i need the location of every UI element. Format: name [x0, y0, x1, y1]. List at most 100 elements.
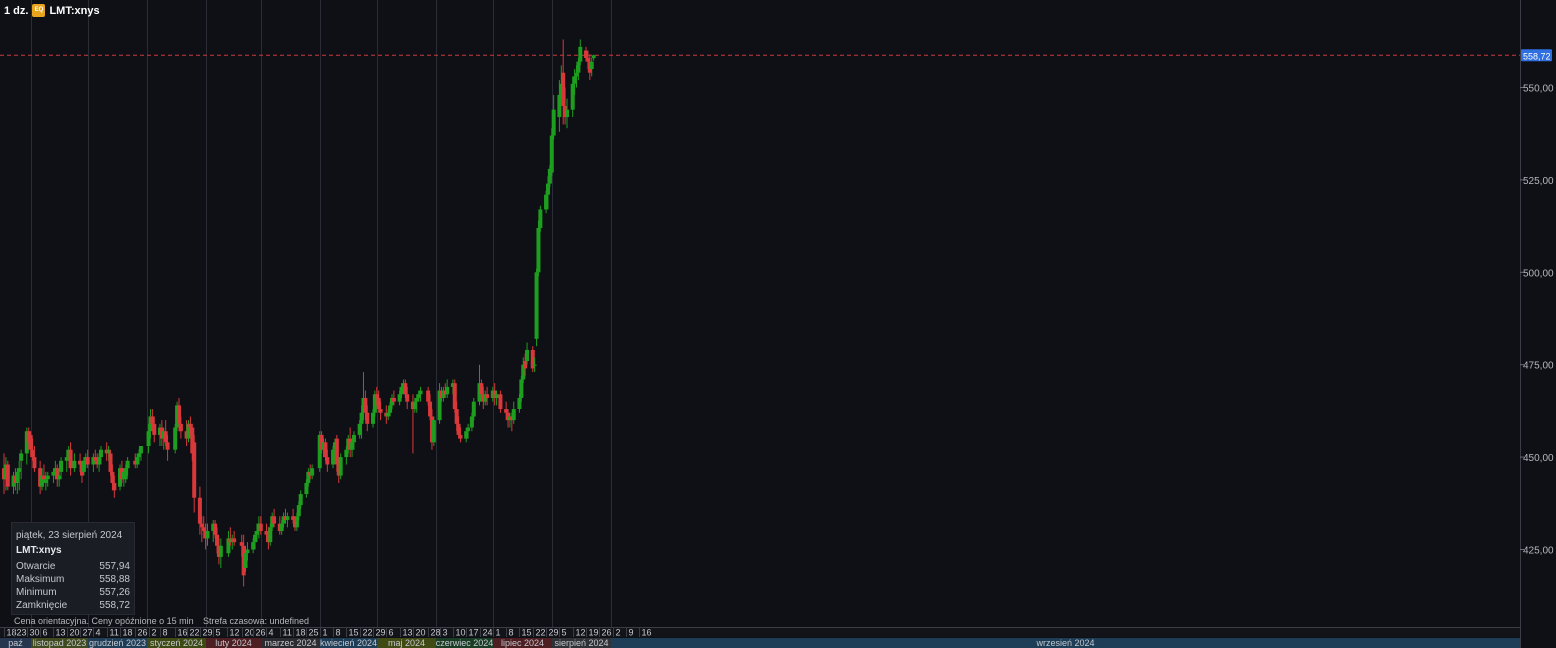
day-tick-label: 8 — [509, 628, 514, 638]
info-close-label: Zamknięcie — [16, 600, 68, 611]
candle-body — [173, 427, 178, 450]
candle-body — [551, 109, 556, 136]
candle-body — [485, 394, 490, 398]
month-label: czerwiec 2024 — [436, 638, 494, 648]
day-tick-label: 29 — [203, 628, 213, 638]
info-date: piątek, 23 sierpień 2024 — [16, 530, 123, 541]
day-tick-label: 17 — [469, 628, 479, 638]
candle-body — [199, 523, 204, 528]
delay-note: Cena orientacyjna. Ceny opóźnione o 15 m… — [14, 616, 194, 626]
candle-body — [106, 449, 111, 454]
candle-body — [532, 364, 537, 366]
candle-body — [215, 534, 220, 546]
month-label: maj 2024 — [388, 638, 425, 648]
candle-body — [574, 72, 579, 77]
info-row-close: Zamknięcie 558,72 — [16, 600, 130, 611]
candle-body — [108, 453, 113, 472]
price-tick-label: 475,00 — [1523, 361, 1554, 372]
candle-body — [123, 468, 128, 480]
candle-body — [416, 394, 421, 398]
current-price-tag-label: 558,72 — [1523, 51, 1551, 61]
month-label: wrzesień 2024 — [1035, 638, 1094, 648]
day-tick-label: 11 — [283, 628, 292, 638]
candle-body — [334, 438, 339, 465]
day-tick-label: 22 — [363, 628, 373, 638]
candle-body — [85, 457, 90, 465]
day-tick-label: 26 — [602, 628, 612, 638]
candle-body — [32, 457, 37, 469]
candle-body — [138, 446, 143, 454]
month-label: styczeń 2024 — [150, 638, 203, 648]
candle-body — [135, 457, 140, 465]
symbol-label[interactable]: LMT:xnys — [49, 4, 100, 17]
month-label: paź — [8, 638, 23, 648]
candle-body — [226, 538, 231, 554]
candle-body — [525, 349, 530, 362]
candle-body — [152, 423, 157, 435]
candle-body — [296, 505, 301, 517]
day-tick-label: 26 — [256, 628, 266, 638]
candle-body — [298, 494, 303, 506]
candle-body — [41, 475, 46, 480]
candle-body — [306, 471, 311, 483]
candle-body — [469, 416, 474, 428]
candle-body — [549, 135, 554, 173]
candle-body — [258, 523, 263, 532]
candle-body — [517, 397, 522, 410]
day-tick-label: 12 — [576, 628, 586, 638]
candle-body — [239, 542, 244, 546]
month-band — [88, 638, 147, 648]
candle-body — [431, 420, 436, 443]
candle-body — [325, 457, 330, 465]
month-band — [0, 638, 31, 648]
day-tick-label: 19 — [589, 628, 599, 638]
candle-body — [454, 409, 459, 424]
candle-body — [291, 516, 296, 520]
candle-body — [72, 460, 77, 469]
candle-body — [464, 431, 469, 439]
day-tick-label: 25 — [309, 628, 319, 638]
day-tick-label: 20 — [416, 628, 426, 638]
candle-body — [564, 109, 569, 118]
candle-body — [397, 394, 402, 402]
candle-body — [28, 434, 33, 450]
day-tick-label: 27 — [83, 628, 93, 638]
info-row-high: Maksimum 558,88 — [16, 574, 130, 585]
month-band — [611, 638, 1520, 648]
day-tick-label: 16 — [642, 628, 652, 638]
info-low-value: 557,26 — [99, 587, 130, 598]
day-tick-label: 4 — [269, 628, 274, 638]
candle-body — [521, 364, 526, 380]
candle-body — [251, 542, 256, 550]
candle-body — [479, 383, 484, 395]
candle-body — [5, 464, 10, 487]
candle-body — [544, 194, 549, 210]
interval-label[interactable]: 1 dz. — [4, 4, 29, 17]
price-tick-label: 425,00 — [1523, 546, 1554, 557]
info-high-label: Maksimum — [16, 574, 65, 585]
month-label: lipiec 2024 — [501, 638, 544, 648]
candle-body — [97, 457, 102, 465]
month-band — [320, 638, 377, 648]
chart-header: 1 dz. EQ LMT:xnys — [4, 4, 100, 17]
candle-body — [279, 523, 284, 532]
month-band — [552, 638, 611, 648]
candle-body — [589, 61, 594, 70]
candle-body — [350, 442, 355, 450]
candle-body — [197, 497, 202, 524]
candle-body — [405, 394, 410, 402]
month-band — [31, 638, 88, 648]
candle-body — [414, 397, 419, 402]
candle-body — [64, 457, 69, 461]
candle-body — [81, 460, 86, 472]
candle-body — [323, 442, 328, 458]
day-tick-label: 22 — [190, 628, 200, 638]
month-label: listopad 2023 — [33, 638, 87, 648]
candle-body — [386, 412, 391, 417]
info-close-value: 558,72 — [99, 600, 130, 611]
candle-body — [190, 427, 195, 454]
candle-body — [17, 468, 22, 472]
day-tick-label: 12 — [230, 628, 240, 638]
